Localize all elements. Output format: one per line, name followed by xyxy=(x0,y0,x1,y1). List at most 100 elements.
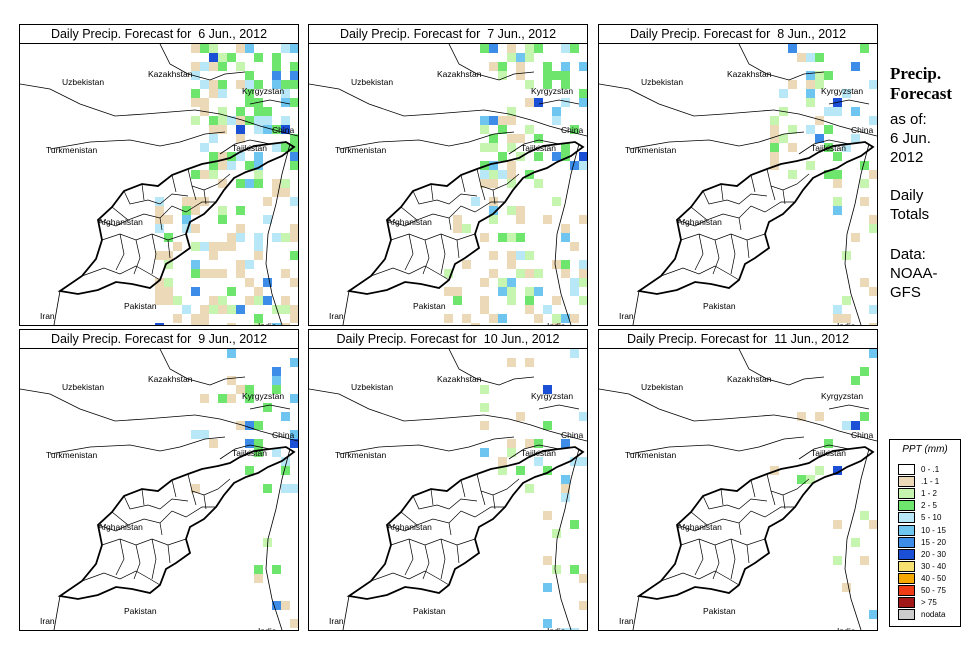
precip-cell xyxy=(227,349,236,358)
precip-cell xyxy=(254,179,263,188)
precip-cell xyxy=(290,134,298,143)
precip-cell xyxy=(200,80,209,89)
precip-cell xyxy=(272,323,281,325)
precip-cell xyxy=(770,125,779,134)
precip-cell xyxy=(191,224,200,233)
precip-cell xyxy=(579,412,587,421)
province-border xyxy=(690,506,795,526)
country-border xyxy=(738,44,825,81)
country-border xyxy=(798,444,850,460)
province-border xyxy=(191,490,207,510)
precip-cell xyxy=(543,619,552,628)
precip-cell xyxy=(543,215,552,224)
precip-cell xyxy=(236,305,245,314)
precip-cell xyxy=(245,71,254,80)
country-label-india: India xyxy=(837,626,856,630)
province-border xyxy=(370,570,450,586)
province-border xyxy=(702,495,768,510)
country-border xyxy=(309,388,485,422)
legend-swatch xyxy=(898,585,915,596)
precip-cell xyxy=(254,161,263,170)
precip-cell xyxy=(164,278,173,287)
precip-cell xyxy=(788,125,797,134)
precip-cell xyxy=(851,62,860,71)
legend-label: .1 - 1 xyxy=(921,477,940,487)
country-label-iran: Iran xyxy=(40,311,55,321)
precip-cell xyxy=(842,583,851,592)
province-border xyxy=(660,570,740,586)
precip-cell xyxy=(570,242,579,251)
country-label-kazakhstan: Kazakhstan xyxy=(148,69,193,79)
precip-cell xyxy=(525,439,534,448)
precip-cell xyxy=(182,305,191,314)
precip-cell xyxy=(561,143,570,152)
precip-cell xyxy=(498,466,507,475)
precip-cell xyxy=(489,206,498,215)
province-border xyxy=(680,538,766,546)
precip-cell xyxy=(191,197,200,206)
precip-cell xyxy=(579,98,587,107)
province-border xyxy=(676,524,708,532)
country-border xyxy=(194,109,298,137)
precip-cell xyxy=(543,71,552,80)
country-label-uzbekistan: Uzbekistan xyxy=(62,77,104,87)
precip-cell xyxy=(272,305,281,314)
precip-cell xyxy=(173,242,182,251)
precip-cell xyxy=(507,53,516,62)
legend-swatch xyxy=(898,464,915,475)
country-border xyxy=(342,290,350,325)
precip-cell xyxy=(507,179,516,188)
precip-cell xyxy=(209,125,218,134)
country-border xyxy=(53,290,61,325)
precip-cell xyxy=(272,376,281,385)
precip-cell xyxy=(245,296,254,305)
precip-cell xyxy=(498,233,507,242)
country-label-china: China xyxy=(851,125,873,135)
panel-title: Daily Precip. Forecast for 6 Jun., 2012 xyxy=(20,25,298,44)
precip-cell xyxy=(272,125,281,134)
precip-cell xyxy=(254,242,263,251)
country-label-uzbekistan: Uzbekistan xyxy=(62,382,104,392)
precip-cell xyxy=(155,206,164,215)
precip-cell xyxy=(227,53,236,62)
precip-cell xyxy=(254,448,263,457)
precip-legend: PPT (mm) 0 - .1 .1 - 1 1 - 2 2 - 5 5 - 10 10 … xyxy=(889,439,961,627)
country-label-kazakhstan: Kazakhstan xyxy=(437,374,482,384)
precip-cell xyxy=(281,125,290,134)
precip-cell xyxy=(218,206,227,215)
precip-cell xyxy=(254,251,263,260)
precip-cell xyxy=(833,305,842,314)
country-label-kyrgyzstan: Kyrgyzstan xyxy=(821,86,863,96)
country-border xyxy=(483,414,587,442)
precip-cell xyxy=(164,251,173,260)
precip-cell xyxy=(254,296,263,305)
precip-cell xyxy=(543,511,552,520)
province-border xyxy=(101,233,187,241)
data-source: Data: NOAA- GFS xyxy=(890,245,938,302)
precip-cell xyxy=(155,215,164,224)
precip-cell xyxy=(209,62,218,71)
precip-cell xyxy=(218,107,227,116)
province-border xyxy=(480,185,496,205)
precip-cell xyxy=(552,116,561,125)
precip-cell xyxy=(272,71,281,80)
precip-cell xyxy=(281,179,290,188)
precip-cell xyxy=(254,287,263,296)
precip-cell xyxy=(263,403,272,412)
precip-cells xyxy=(155,44,298,325)
precip-cell xyxy=(869,349,877,358)
precip-cell xyxy=(507,358,516,367)
precip-cell xyxy=(516,466,525,475)
precip-cell xyxy=(480,421,489,430)
precip-cell xyxy=(290,233,298,242)
legend-swatch xyxy=(898,548,915,560)
precip-cell xyxy=(561,98,570,107)
forecast-panel-day1: Daily Precip. Forecast for 6 Jun., 2012 … xyxy=(19,24,299,326)
precip-cell xyxy=(842,251,851,260)
precip-cell xyxy=(173,314,182,323)
precip-cell xyxy=(498,314,507,323)
precip-cell xyxy=(815,53,824,62)
precip-cell xyxy=(579,269,587,278)
precip-cell xyxy=(290,224,298,233)
precip-cell xyxy=(824,439,833,448)
